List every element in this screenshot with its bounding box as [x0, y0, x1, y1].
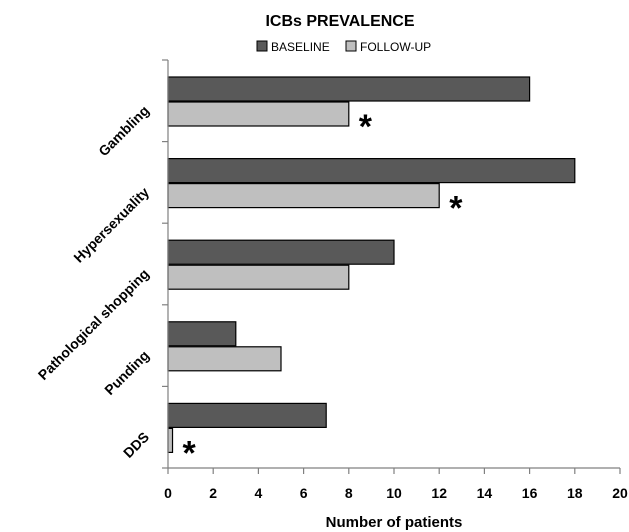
- x-tick-label: 8: [345, 485, 353, 501]
- x-tick-label: 18: [567, 485, 583, 501]
- bar-baseline-pathological-shopping: [167, 239, 395, 265]
- legend: BASELINE FOLLOW-UP: [256, 40, 431, 54]
- x-tick-label: 16: [522, 485, 538, 501]
- x-tick-label: 12: [431, 485, 447, 501]
- bar-follow-up-gambling: [167, 101, 350, 127]
- legend-swatch-baseline: [256, 40, 268, 52]
- x-tick-label: 10: [386, 485, 402, 501]
- significance-asterisk: *: [183, 434, 197, 472]
- legend-label-baseline: BASELINE: [271, 40, 330, 54]
- significance-asterisk: *: [449, 190, 463, 228]
- y-tick-label: Gambling: [95, 102, 152, 159]
- bar-baseline-dds: [167, 402, 327, 428]
- bar-baseline-gambling: [167, 76, 531, 102]
- legend-swatch-follow-up: [345, 40, 357, 52]
- y-tick-label: Punding: [101, 347, 152, 398]
- y-tick-label: Hypersexuality: [70, 184, 152, 266]
- bar-baseline-hypersexuality: [167, 158, 576, 184]
- chart-title: ICBs PREVALENCE: [265, 13, 414, 30]
- bar-follow-up-punding: [167, 346, 282, 372]
- x-axis-label: Number of patients: [326, 514, 463, 531]
- bar-baseline-punding: [167, 321, 237, 347]
- x-tick-label: 0: [164, 485, 172, 501]
- x-tick-label: 6: [300, 485, 308, 501]
- x-tick-label: 2: [209, 485, 217, 501]
- legend-label-follow-up: FOLLOW-UP: [360, 40, 431, 54]
- x-tick-label: 14: [477, 485, 493, 501]
- x-tick-label: 4: [255, 485, 263, 501]
- bar-follow-up-dds: [167, 427, 174, 453]
- y-tick-label: DDS: [120, 429, 152, 461]
- significance-asterisk: *: [359, 108, 373, 146]
- bar-follow-up-hypersexuality: [167, 183, 440, 209]
- bar-follow-up-pathological-shopping: [167, 264, 350, 290]
- x-tick-label: 20: [612, 485, 628, 501]
